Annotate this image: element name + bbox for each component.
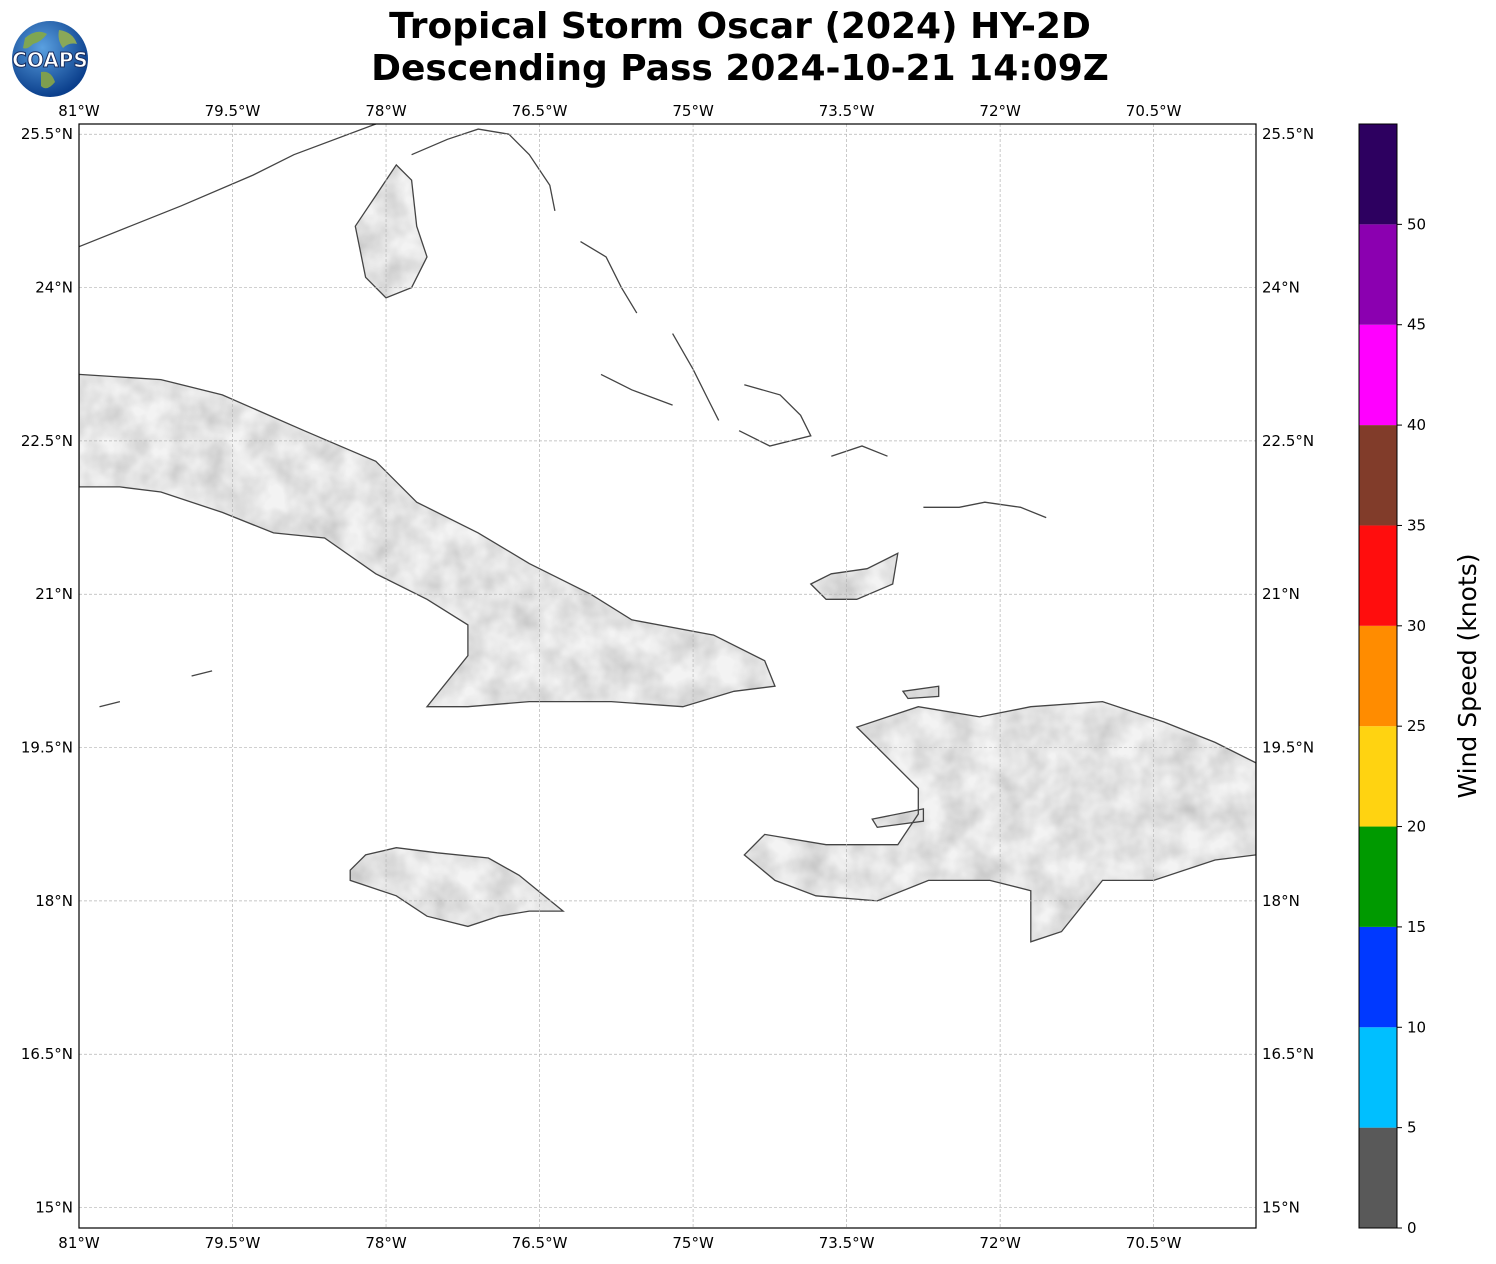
colorbar-tick-label: 15 [1407,918,1426,936]
left-lat-tick-label: 22.5°N [21,432,73,450]
bottom-lon-tick-label: 75°W [672,1234,714,1252]
top-lon-tick-label: 76.5°W [512,102,568,120]
globe-logo-icon: COAPS [12,21,88,97]
colorbar-bin [1359,826,1397,927]
colorbar-tick-label: 30 [1407,617,1426,635]
land-cuba [79,374,775,707]
colorbar-bin [1359,625,1397,727]
coastline [580,241,638,314]
coastline [79,373,776,708]
top-lon-tick-label: 78°W [365,102,407,120]
colorbar-bin [1359,926,1397,1028]
land-jamaica [350,847,564,927]
colorbar-bin [1359,324,1397,426]
gridlines [79,124,1256,1228]
right-lat-tick-label: 19.5°N [1262,739,1314,757]
right-lat-tick-label: 15°N [1262,1199,1300,1217]
left-lat-tick-label: 15°N [35,1199,73,1217]
bottom-lon-tick-label: 73.5°W [819,1234,875,1252]
colorbar-tick-label: 20 [1407,818,1426,836]
left-lat-tick-label: 25.5°N [21,125,73,143]
coastline [600,373,673,406]
colorbar-tick-label: 25 [1407,717,1426,735]
coastline [871,808,925,828]
colorbar-bin [1359,124,1397,225]
colorbar-tick-label: 5 [1407,1119,1417,1137]
bottom-lon-tick-label: 78°W [365,1234,407,1252]
top-lon-tick-label: 72°W [979,102,1021,120]
land-layer [79,164,1256,942]
map-frame [78,123,1257,1229]
colorbar-tick-label: 40 [1407,416,1426,434]
right-lat-tick-label: 22.5°N [1262,432,1314,450]
colorbar-tick-label: 50 [1407,215,1426,233]
coastline [672,333,720,421]
left-lat-tick-label: 19.5°N [21,739,73,757]
right-lat-tick-label: 24°N [1262,279,1300,297]
colorbar-bin [1359,224,1397,325]
coastline [743,700,1256,943]
top-lon-tick-label: 75°W [672,102,714,120]
coastline [79,124,378,248]
coastline [738,384,812,447]
bottom-lon-tick-label: 79.5°W [205,1234,261,1252]
coastline [831,445,888,457]
colorbar-title: Wind Speed (knots) [1453,553,1482,798]
right-lat-tick-label: 25.5°N [1262,125,1314,143]
colorbar-tick-label: 45 [1407,316,1426,334]
colorbar-frame [1358,123,1398,1229]
colorbar-bin [1359,1127,1397,1228]
left-lat-tick-label: 24°N [35,279,73,297]
title-line-2: Descending Pass 2024-10-21 14:09Z [371,48,1109,89]
top-lon-tick-label: 81°W [58,102,100,120]
left-lat-tick-label: 16.5°N [21,1045,73,1063]
map-title: Tropical Storm Oscar (2024) HY-2D Descen… [80,6,1400,90]
coastline [191,670,213,677]
land-andros [355,164,427,298]
colorbar-bin [1359,425,1397,526]
colorbar-tick-label: 35 [1407,516,1426,534]
colorbar-tick-label: 10 [1407,1018,1426,1036]
coastline [809,552,899,600]
coastline [901,685,940,700]
coastline [99,700,121,708]
bottom-lon-tick-label: 76.5°W [512,1234,568,1252]
bottom-lon-tick-label: 72°W [979,1234,1021,1252]
colorbar-tick-label: 0 [1407,1219,1417,1237]
land-tortuga [902,686,939,699]
bottom-lon-tick-label: 81°W [58,1234,100,1252]
right-lat-tick-label: 16.5°N [1262,1045,1314,1063]
colorbar-bin [1359,726,1397,827]
coastline [923,501,1047,519]
coastline [349,847,565,928]
left-lat-tick-label: 18°N [35,892,73,910]
axis-ticks: 81°W 81°W 79.5°W 79.5°W 78°W 78°W 76.5°W 76.5°W… [21,102,1314,1252]
top-lon-tick-label: 79.5°W [205,102,261,120]
bottom-lon-tick-label: 70.5°W [1126,1234,1182,1252]
colorbar-bin [1359,1027,1397,1128]
right-lat-tick-label: 18°N [1262,892,1300,910]
colorbar: 0 5 10 15 20 25 30 35 40 45 50 Wind Speed (knots) [1358,123,1482,1237]
top-lon-tick-label: 73.5°W [819,102,875,120]
colorbar-bin [1359,525,1397,626]
coastline [411,128,556,212]
left-lat-tick-label: 21°N [35,585,73,603]
title-line-1: Tropical Storm Oscar (2024) HY-2D [389,6,1091,47]
right-lat-tick-label: 21°N [1262,585,1300,603]
logo-text: COAPS [12,48,88,72]
top-lon-tick-label: 70.5°W [1126,102,1182,120]
